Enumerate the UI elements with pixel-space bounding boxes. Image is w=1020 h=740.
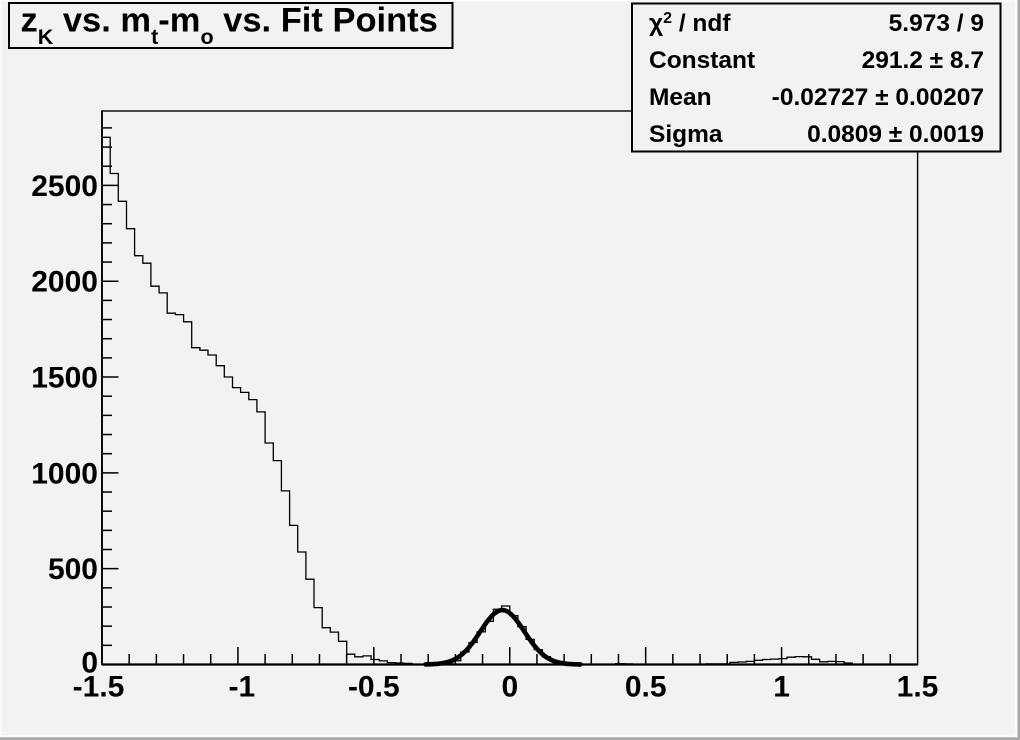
svg-text:1: 1 <box>773 671 790 704</box>
svg-text:0: 0 <box>81 646 98 679</box>
svg-text:-0.5: -0.5 <box>348 671 400 704</box>
svg-text:1500: 1500 <box>31 361 98 394</box>
svg-text:1000: 1000 <box>31 457 98 490</box>
svg-text:Constant: Constant <box>649 47 755 74</box>
svg-text:Sigma: Sigma <box>649 121 723 148</box>
svg-text:χ2 / ndf: χ2 / ndf <box>649 10 731 37</box>
svg-text:0.5: 0.5 <box>625 671 667 704</box>
svg-text:-1.5: -1.5 <box>73 671 125 704</box>
svg-text:500: 500 <box>48 553 98 586</box>
svg-text:0: 0 <box>501 671 518 704</box>
svg-text:1.5: 1.5 <box>897 671 939 704</box>
svg-text:0.0809 ± 0.0019: 0.0809 ± 0.0019 <box>807 121 984 148</box>
svg-text:-0.02727 ± 0.00207: -0.02727 ± 0.00207 <box>772 84 984 111</box>
svg-text:2500: 2500 <box>31 170 98 203</box>
svg-text:2000: 2000 <box>31 266 98 299</box>
svg-text:5.973 / 9: 5.973 / 9 <box>889 10 984 37</box>
svg-text:-1: -1 <box>229 671 256 704</box>
svg-text:Mean: Mean <box>649 84 712 111</box>
svg-text:zK vs. mt-mo vs. Fit Points: zK vs. mt-mo vs. Fit Points <box>21 2 438 50</box>
svg-text:291.2 ± 8.7: 291.2 ± 8.7 <box>862 47 984 74</box>
